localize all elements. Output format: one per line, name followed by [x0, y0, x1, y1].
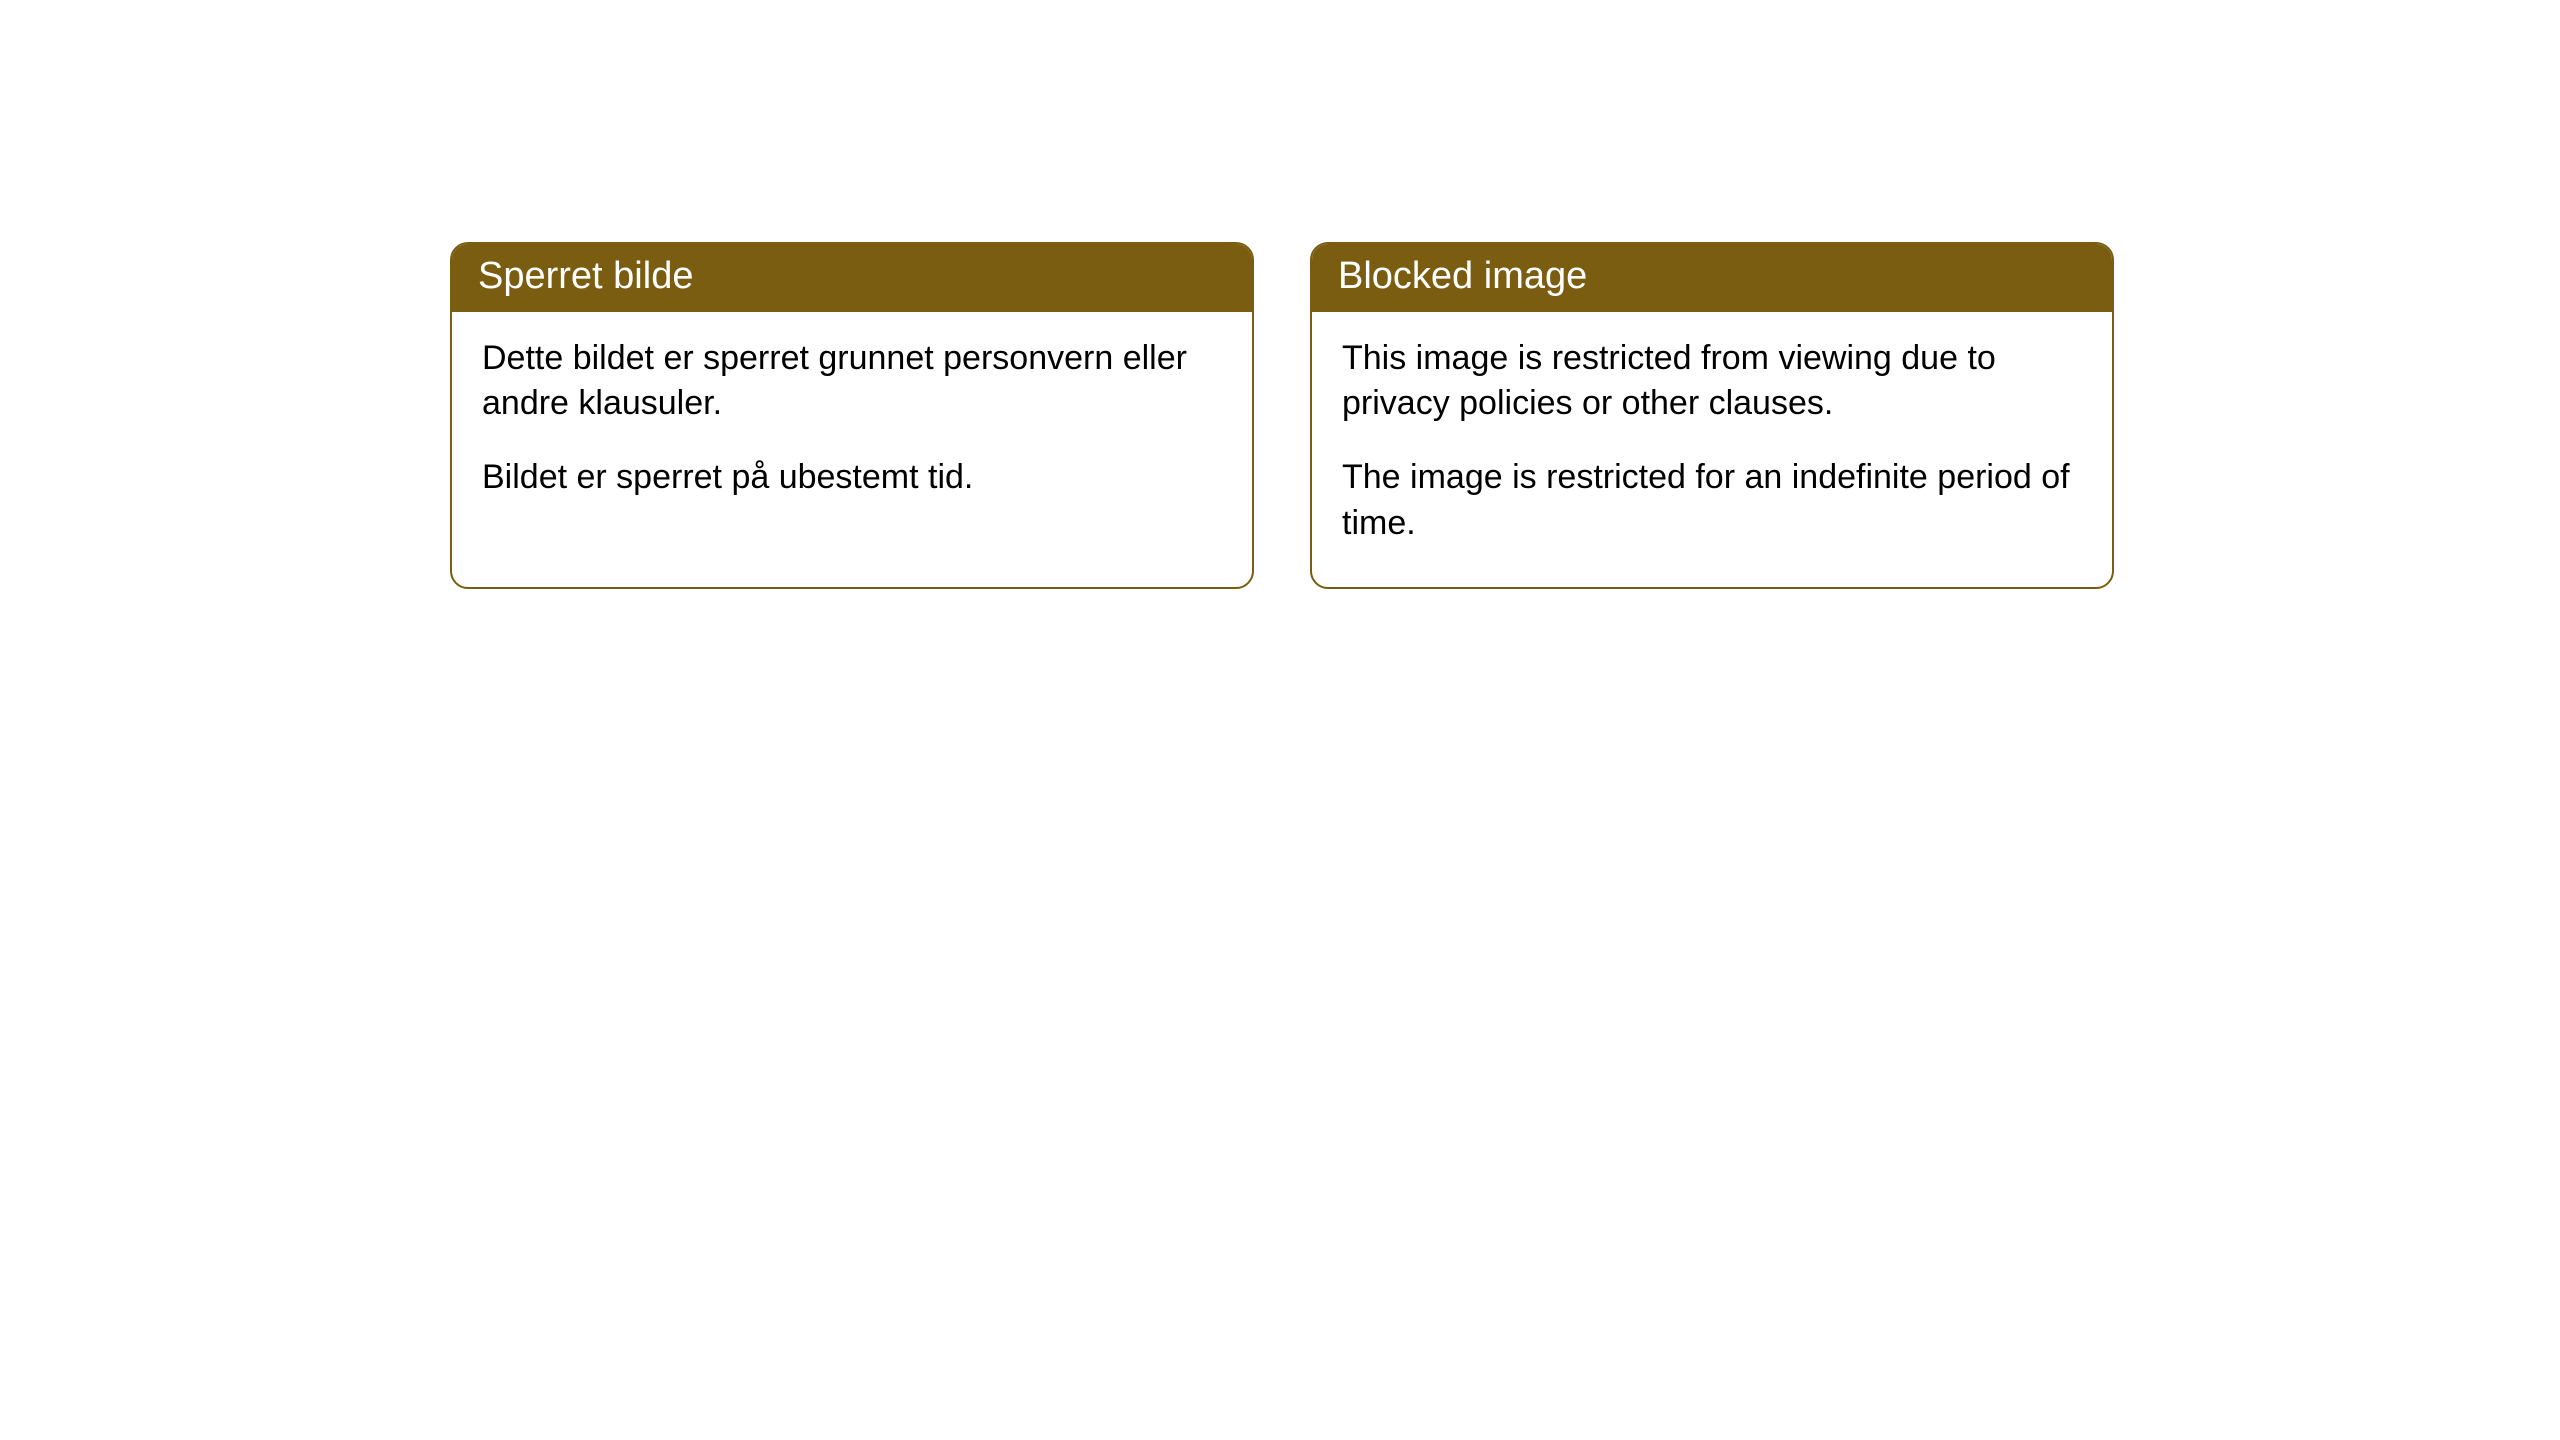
card-paragraph: Dette bildet er sperret grunnet personve…: [482, 336, 1222, 428]
card-title: Sperret bilde: [452, 244, 1252, 312]
card-paragraph: Bildet er sperret på ubestemt tid.: [482, 455, 1222, 501]
card-body: Dette bildet er sperret grunnet personve…: [452, 312, 1252, 542]
card-body: This image is restricted from viewing du…: [1312, 312, 2112, 588]
blocked-image-card-norwegian: Sperret bilde Dette bildet er sperret gr…: [450, 242, 1254, 589]
card-title: Blocked image: [1312, 244, 2112, 312]
card-paragraph: The image is restricted for an indefinit…: [1342, 455, 2082, 547]
blocked-image-card-english: Blocked image This image is restricted f…: [1310, 242, 2114, 589]
cards-container: Sperret bilde Dette bildet er sperret gr…: [450, 242, 2114, 589]
card-paragraph: This image is restricted from viewing du…: [1342, 336, 2082, 428]
